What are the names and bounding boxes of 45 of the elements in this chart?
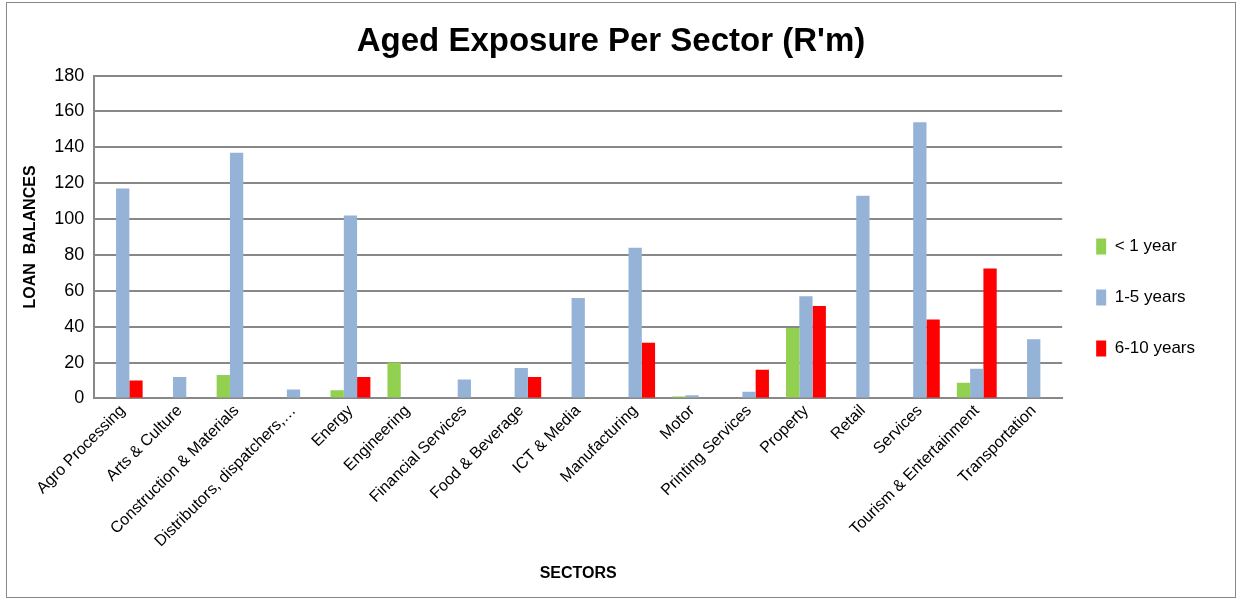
bar	[956, 382, 971, 398]
bar	[173, 376, 187, 398]
bar	[641, 342, 656, 398]
y-tick-label: 180	[54, 64, 85, 85]
bar	[286, 389, 301, 398]
y-tick-label: 140	[54, 136, 85, 157]
y-axis-title: LOAN BALANCES	[21, 165, 39, 309]
y-tick-label: 20	[64, 351, 85, 372]
y-tick-label: 60	[64, 279, 85, 300]
chart-title: Aged Exposure Per Sector (R'm)	[356, 20, 866, 58]
bar	[970, 368, 984, 398]
bar	[330, 390, 344, 398]
bar	[926, 319, 940, 398]
bar	[527, 376, 542, 398]
bar	[216, 375, 230, 398]
bar	[799, 296, 813, 398]
bar	[457, 379, 471, 398]
y-tick-label: 80	[64, 243, 85, 264]
bar	[1027, 339, 1041, 398]
bar	[514, 367, 528, 398]
bar	[129, 380, 143, 398]
bar	[755, 369, 769, 398]
y-tick-label: 40	[64, 315, 85, 336]
bar	[387, 362, 401, 398]
bar	[786, 327, 800, 398]
bar	[983, 268, 997, 398]
bar	[685, 395, 699, 398]
bar	[742, 391, 756, 398]
legend-label: 6-10 years	[1114, 338, 1196, 358]
bar	[812, 306, 826, 398]
bar	[116, 188, 130, 398]
legend-label: 1-5 years	[1114, 287, 1186, 307]
y-tick-label: 120	[54, 172, 85, 193]
x-axis-title: SECTORS	[539, 563, 618, 581]
bar	[343, 215, 358, 398]
bar	[357, 376, 371, 398]
legend-label: < 1 year	[1114, 236, 1177, 256]
bar	[856, 195, 870, 398]
bar	[229, 152, 244, 398]
bar	[571, 297, 585, 398]
bar	[913, 122, 927, 398]
y-tick-label: 100	[54, 208, 85, 229]
y-tick-label: 160	[54, 100, 85, 121]
y-tick-label: 0	[74, 387, 85, 408]
bar	[628, 247, 642, 398]
